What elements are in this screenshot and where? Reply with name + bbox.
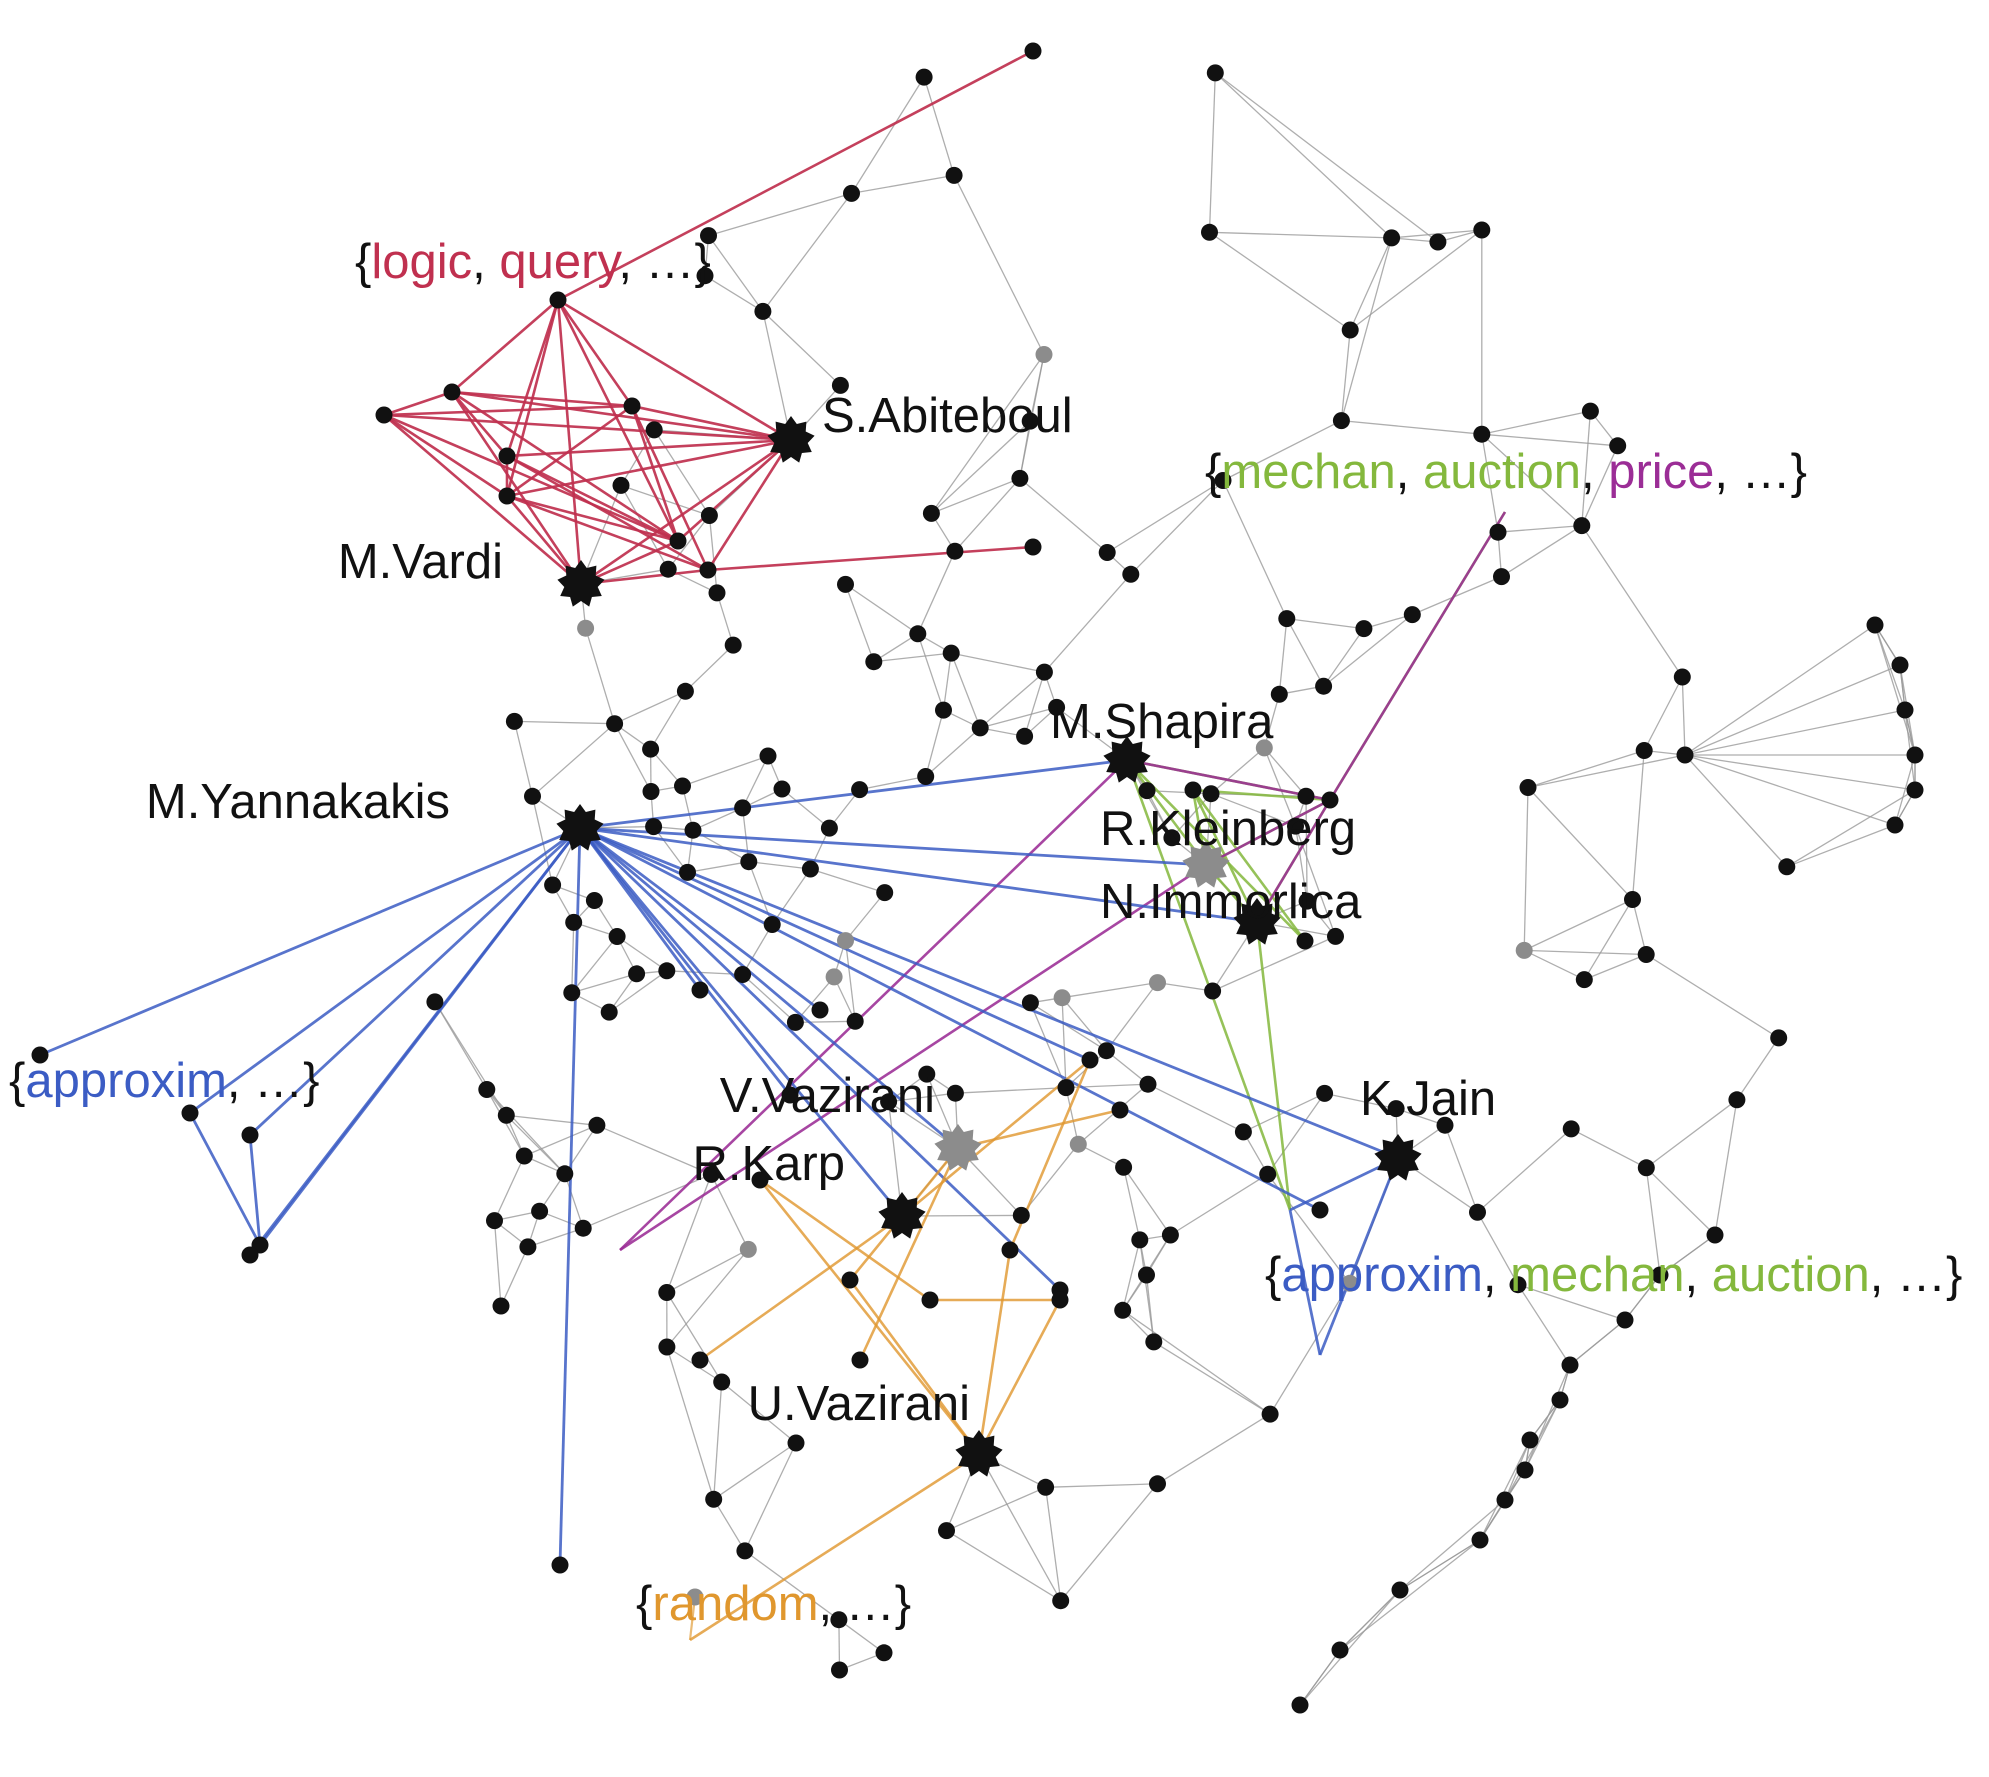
svg-text:K.Jain: K.Jain (1360, 1072, 1496, 1126)
svg-text:R.Kleinberg: R.Kleinberg (1100, 802, 1356, 856)
svg-text:S.Abiteboul: S.Abiteboul (822, 389, 1073, 443)
svg-text:M.Vardi: M.Vardi (338, 535, 503, 589)
svg-text:{logic, query, …}: {logic, query, …} (355, 235, 711, 289)
svg-text:{random, …}: {random, …} (636, 1577, 911, 1631)
svg-text:N.Immorlica: N.Immorlica (1100, 875, 1362, 929)
svg-text:M.Yannakakis: M.Yannakakis (146, 775, 450, 829)
svg-text:V.Vazirani: V.Vazirani (720, 1069, 935, 1123)
svg-text:R.Karp: R.Karp (692, 1137, 845, 1191)
svg-text:{mechan, auction, price, …}: {mechan, auction, price, …} (1205, 445, 1807, 499)
svg-text:{approxim, mechan, auction, …}: {approxim, mechan, auction, …} (1265, 1248, 1962, 1302)
svg-text:{approxim, …}: {approxim, …} (9, 1054, 320, 1108)
svg-text:M.Shapira: M.Shapira (1050, 695, 1274, 749)
svg-text:U.Vazirani: U.Vazirani (748, 1377, 970, 1431)
